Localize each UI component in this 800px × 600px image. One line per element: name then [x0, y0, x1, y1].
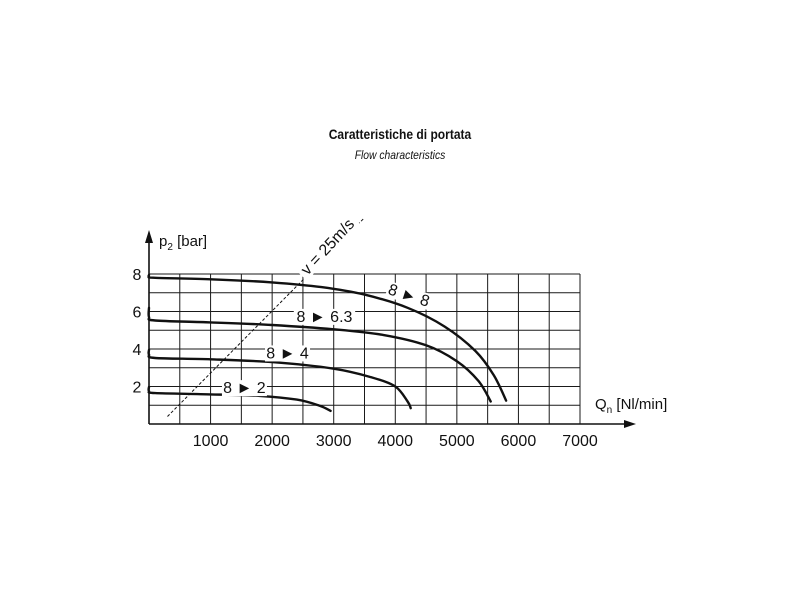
velocity-line	[167, 217, 365, 417]
series-curve-2	[147, 306, 492, 403]
annotation-2: 8 ► 6.3	[293, 308, 356, 326]
annotation-bg	[293, 308, 356, 325]
x-tick-label: 3000	[316, 433, 352, 450]
annotation-bg	[384, 280, 433, 311]
chart-title: Caratteristiche di portata	[328, 126, 472, 142]
y-tick-label: 8	[133, 267, 142, 284]
annotation-bg	[221, 380, 267, 397]
series-layer	[147, 217, 508, 417]
x-tick-label: 5000	[439, 433, 475, 450]
x-tick-label: 7000	[562, 433, 598, 450]
annotation-text: v = 25m/s	[298, 216, 358, 279]
annotation-bg	[295, 212, 361, 281]
y-tick-label: 6	[133, 305, 142, 322]
x-tick-label: 6000	[501, 433, 537, 450]
annotation-3: 8 ► 4	[265, 345, 311, 362]
axes: 1000 2000 3000 4000 5000 6000 7000 2 4 6 8 p2 [bar]…	[133, 230, 667, 450]
x-axis-label: Qn [Nl/min]	[595, 396, 667, 416]
y-tick-label: 2	[133, 380, 142, 397]
grid	[149, 273, 581, 424]
x-axis-arrow	[624, 420, 636, 428]
annotation-1: 8 ► 8	[384, 280, 433, 311]
x-tick-label: 2000	[254, 433, 290, 450]
series-curve-3	[147, 348, 412, 410]
annotation-bg	[265, 345, 311, 362]
annotation-5: v = 25m/s	[295, 212, 361, 281]
x-tick-label: 1000	[193, 433, 229, 450]
series-curve-1	[147, 273, 508, 402]
annotation-text: 8 ► 4	[266, 345, 309, 362]
y-axis-arrow	[145, 230, 153, 243]
annotation-text: 8 ► 8	[386, 281, 432, 310]
y-tick-label: 4	[133, 342, 142, 359]
annotation-text: 8 ► 6.3	[297, 309, 353, 326]
y-axis-label: p2 [bar]	[159, 233, 207, 253]
annotation-4: 8 ► 2	[221, 380, 267, 397]
x-tick-label: 4000	[377, 433, 413, 450]
chart-subtitle: Flow characteristics	[354, 148, 446, 162]
annotation-text: 8 ► 2	[223, 380, 266, 397]
